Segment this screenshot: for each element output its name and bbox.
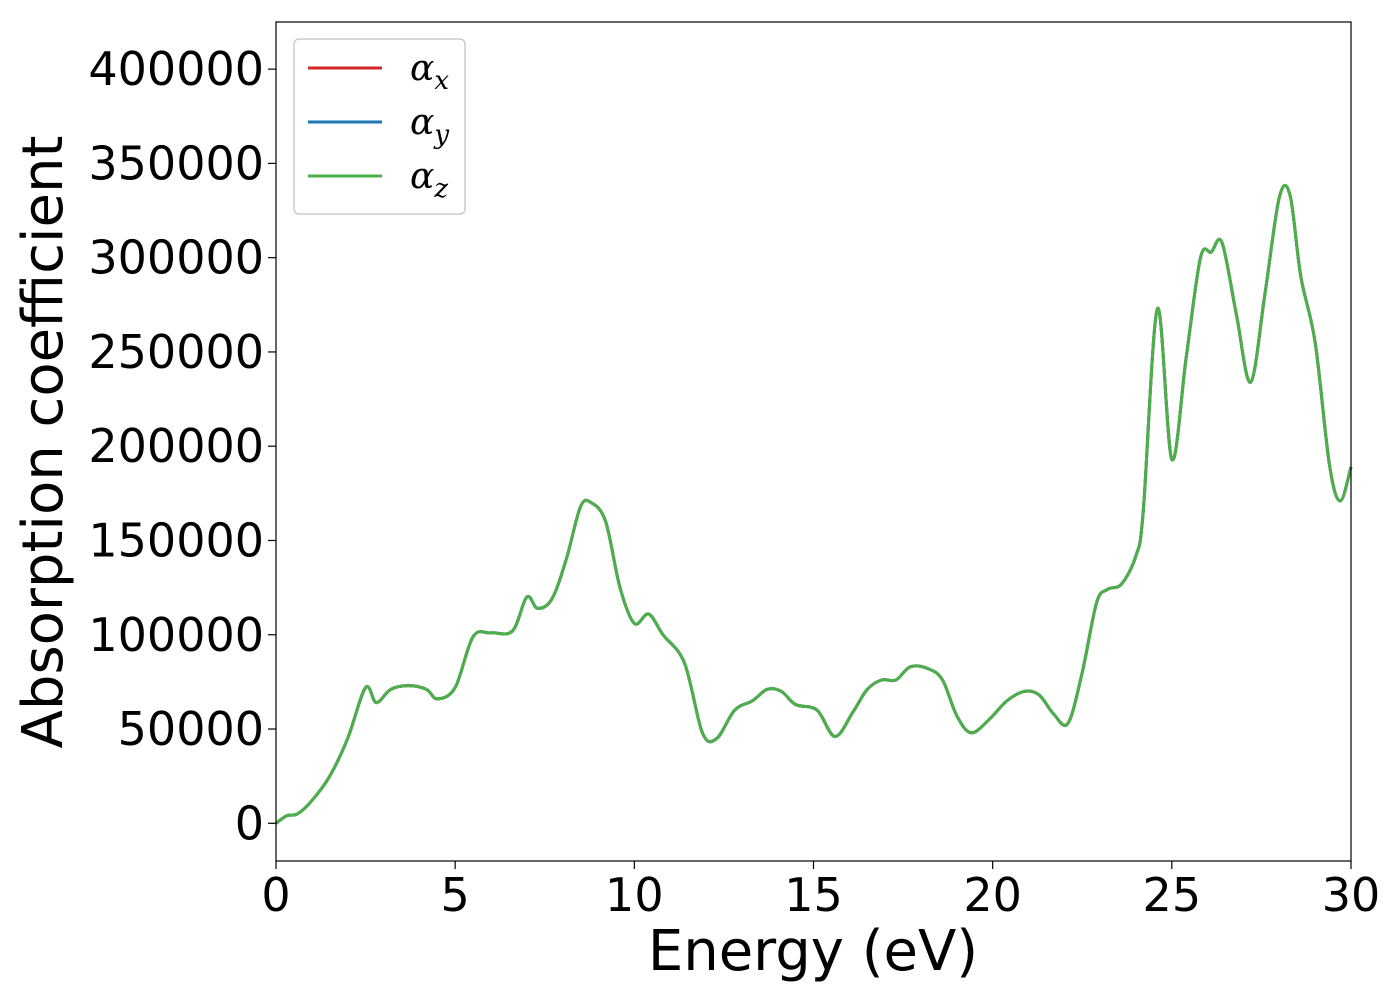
- y-tick-label: 150000: [88, 513, 264, 567]
- y-tick-label: 400000: [88, 42, 264, 96]
- y-tick-label: 50000: [118, 702, 264, 756]
- x-tick-label: 10: [605, 868, 664, 922]
- y-axis-ticks: 0 50000 100000 150000 200000 250000 300000 3500…: [88, 42, 276, 850]
- y-axis-label: Absorption coefficient: [11, 136, 76, 749]
- y-tick-label: 350000: [88, 136, 264, 190]
- series-line-y: [275, 183, 1353, 825]
- y-tick-label: 200000: [88, 419, 264, 473]
- x-tick-label: 5: [441, 868, 470, 922]
- x-axis-ticks: 0 5 10 15 20 25 30: [261, 861, 1380, 922]
- x-tick-label: 15: [784, 868, 843, 922]
- y-tick-label: 0: [235, 796, 264, 850]
- series-line-x: [275, 183, 1353, 825]
- y-tick-label: 250000: [88, 325, 264, 379]
- legend-box: [293, 38, 466, 215]
- series-line-z: [275, 183, 1353, 825]
- y-tick-label: 300000: [88, 231, 264, 285]
- x-tick-label: 20: [963, 868, 1022, 922]
- x-axis-label: Energy (eV): [648, 919, 978, 984]
- x-tick-label: 0: [261, 868, 290, 922]
- series-layer: [275, 183, 1353, 825]
- x-tick-label: 25: [1143, 868, 1202, 922]
- x-tick-label: 30: [1322, 868, 1381, 922]
- y-tick-label: 100000: [88, 608, 264, 662]
